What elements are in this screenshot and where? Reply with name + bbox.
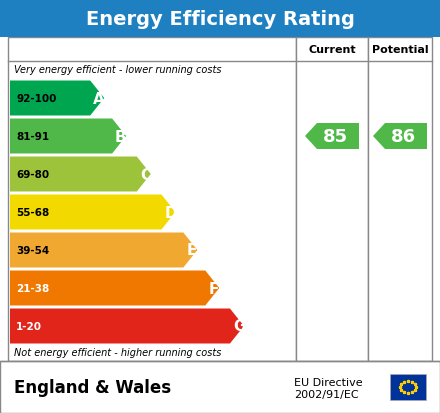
Text: C: C bbox=[140, 167, 151, 182]
Bar bbox=[368, 38, 432, 361]
Text: 39-54: 39-54 bbox=[16, 245, 49, 255]
Text: 21-38: 21-38 bbox=[16, 283, 49, 293]
Polygon shape bbox=[10, 233, 198, 268]
Text: G: G bbox=[233, 319, 246, 334]
Polygon shape bbox=[10, 271, 219, 306]
Polygon shape bbox=[10, 157, 151, 192]
Text: E: E bbox=[187, 243, 197, 258]
Text: 86: 86 bbox=[390, 128, 415, 146]
Text: 92-100: 92-100 bbox=[16, 94, 56, 104]
Text: 81-91: 81-91 bbox=[16, 132, 49, 142]
Polygon shape bbox=[10, 119, 126, 154]
Text: 1-20: 1-20 bbox=[16, 321, 42, 331]
Bar bbox=[390, 374, 426, 400]
Text: 69-80: 69-80 bbox=[16, 170, 49, 180]
Text: Not energy efficient - higher running costs: Not energy efficient - higher running co… bbox=[14, 347, 221, 357]
Text: Current: Current bbox=[308, 45, 356, 55]
Text: F: F bbox=[208, 281, 219, 296]
Bar bbox=[0, 361, 440, 413]
Polygon shape bbox=[305, 124, 359, 150]
Polygon shape bbox=[10, 195, 176, 230]
Text: B: B bbox=[115, 129, 127, 144]
Text: 55-68: 55-68 bbox=[16, 207, 49, 218]
Bar bbox=[0, 0, 440, 38]
Text: Potential: Potential bbox=[372, 45, 428, 55]
Polygon shape bbox=[373, 124, 427, 150]
Text: EU Directive: EU Directive bbox=[294, 377, 363, 387]
Polygon shape bbox=[10, 81, 104, 116]
Polygon shape bbox=[10, 309, 244, 344]
Text: 2002/91/EC: 2002/91/EC bbox=[294, 389, 359, 399]
Bar bbox=[8, 38, 296, 361]
Text: England & Wales: England & Wales bbox=[14, 378, 171, 396]
Text: D: D bbox=[165, 205, 177, 220]
Text: 85: 85 bbox=[323, 128, 348, 146]
Text: Very energy efficient - lower running costs: Very energy efficient - lower running co… bbox=[14, 65, 221, 75]
Text: A: A bbox=[93, 91, 105, 106]
Text: Energy Efficiency Rating: Energy Efficiency Rating bbox=[85, 9, 355, 28]
Bar bbox=[296, 38, 368, 361]
